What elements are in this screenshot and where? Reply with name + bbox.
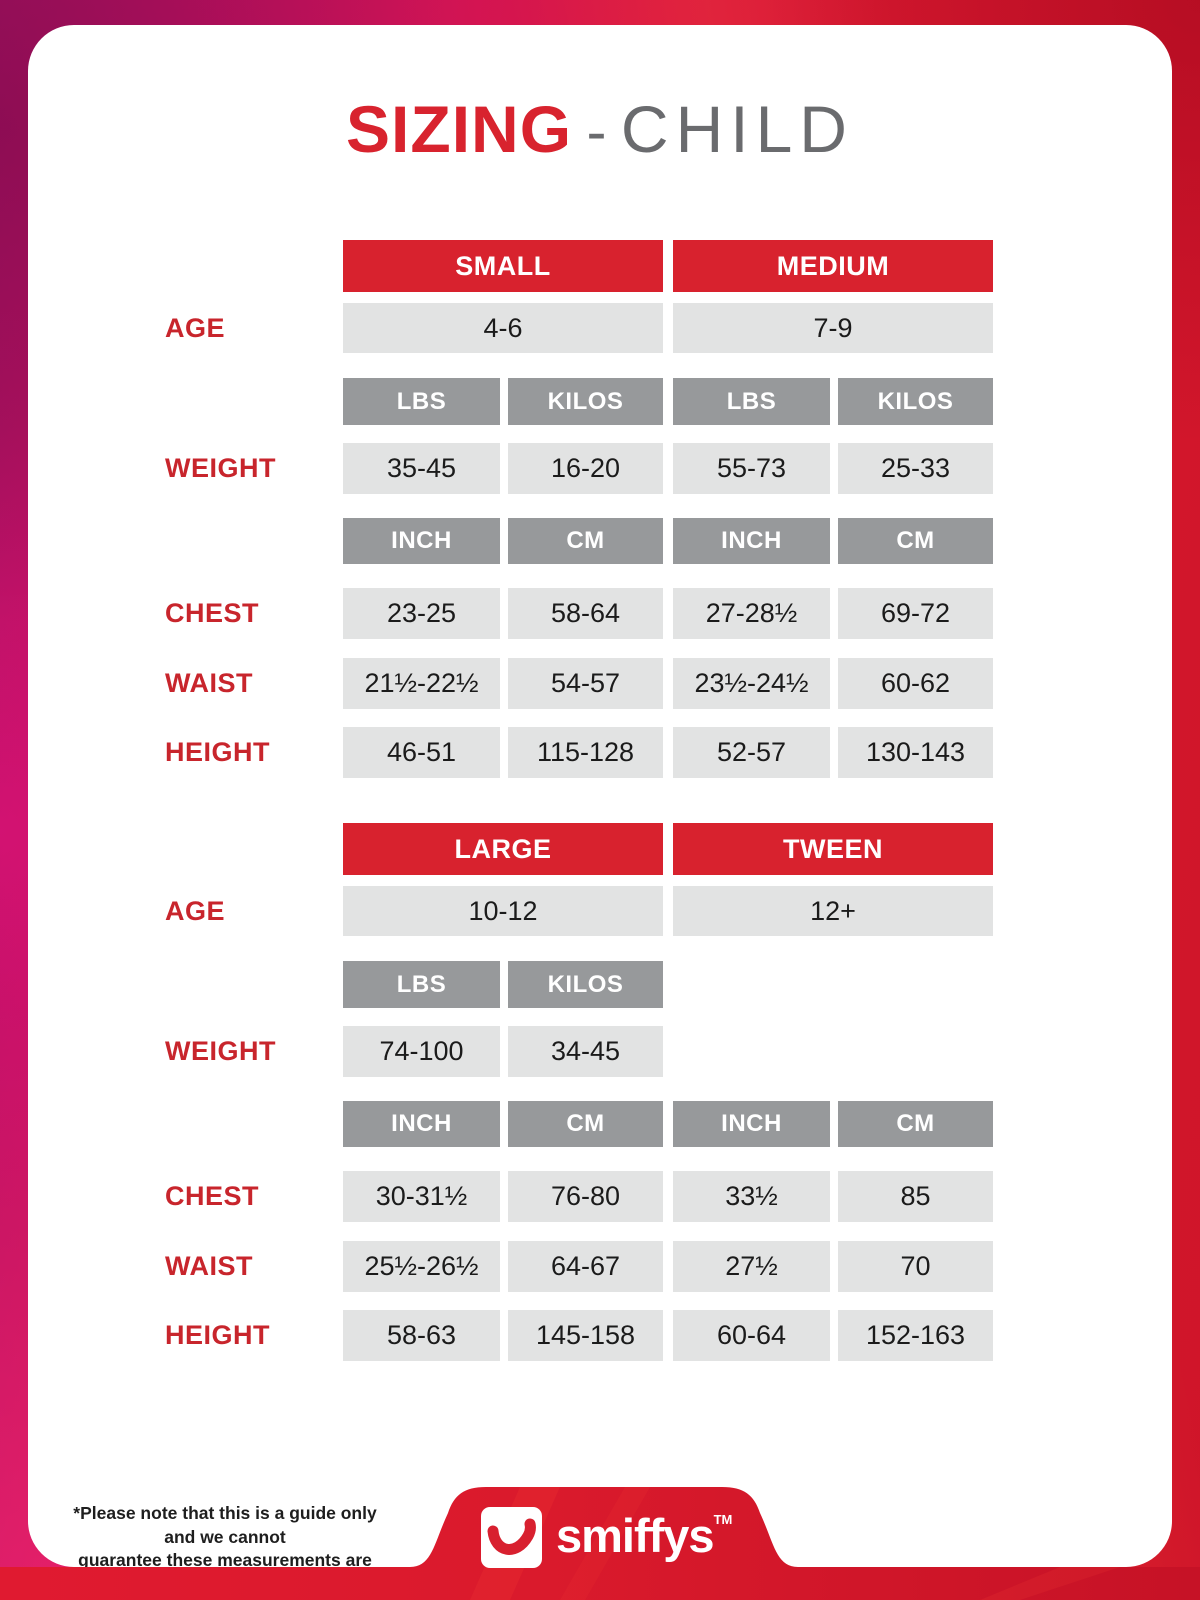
waist-label: WAIST (165, 668, 253, 698)
unit-header-cm: CM (508, 518, 663, 564)
age-cell: 10-12 (343, 886, 663, 936)
unit-header-lbs: LBS (343, 378, 500, 425)
age-cell: 4-6 (343, 303, 663, 353)
height-label: HEIGHT (165, 737, 271, 767)
unit-header-inch: INCH (343, 1101, 500, 1147)
age-label: AGE (165, 312, 226, 343)
unit-header-inch: INCH (673, 518, 830, 564)
unit-header-cm: CM (838, 518, 993, 564)
disclaimer-line1: *Please note that this is a guide only a… (73, 1503, 377, 1547)
size-header-large: LARGE (343, 823, 663, 875)
height-cell: 115-128 (508, 727, 663, 778)
table2-age-row: AGE 10-12 12+ (28, 886, 1172, 936)
chest-cell: 30-31½ (343, 1171, 500, 1222)
height-cell: 46-51 (343, 727, 500, 778)
chest-label: CHEST (165, 598, 260, 628)
table1-age-row: AGE 4-6 7-9 (28, 303, 1172, 353)
chest-cell: 33½ (673, 1171, 830, 1222)
size-header-medium: MEDIUM (673, 240, 993, 292)
height-cell: 130-143 (838, 727, 993, 778)
smile-icon (487, 1518, 536, 1555)
smiffys-wordmark: smiffysTM (556, 1508, 732, 1563)
waist-cell: 21½-22½ (343, 658, 500, 709)
height-label: HEIGHT (165, 1320, 271, 1350)
smiffys-logo-mark (481, 1507, 542, 1568)
unit-header-lbs: LBS (343, 961, 500, 1008)
size-header-tween: TWEEN (673, 823, 993, 875)
height-cell: 145-158 (508, 1310, 663, 1361)
table2-waist-row: WAIST 25½-26½ 64-67 27½ 70 (28, 1241, 1172, 1292)
weight-cell: 74-100 (343, 1026, 500, 1077)
chest-cell: 85 (838, 1171, 993, 1222)
table2-weight-row: WEIGHT 74-100 34-45 (28, 1026, 1172, 1077)
unit-header-cm: CM (508, 1101, 663, 1147)
title-sizing: SIZING (346, 92, 573, 166)
unit-header-inch: INCH (673, 1101, 830, 1147)
table1-dim-units-row: INCH CM INCH CM (28, 518, 1172, 564)
chest-label: CHEST (165, 1181, 260, 1211)
table1-height-row: HEIGHT 46-51 115-128 52-57 130-143 (28, 727, 1172, 778)
unit-header-kilos: KILOS (508, 961, 663, 1008)
brand-text: smiffys (556, 1509, 715, 1562)
table2-chest-row: CHEST 30-31½ 76-80 33½ 85 (28, 1171, 1172, 1222)
weight-cell: 35-45 (343, 443, 500, 494)
page-title: SIZING - CHILD (28, 87, 1172, 171)
waist-label: WAIST (165, 1251, 253, 1281)
waist-cell: 54-57 (508, 658, 663, 709)
weight-cell: 55-73 (673, 443, 830, 494)
waist-cell: 64-67 (508, 1241, 663, 1292)
weight-label: WEIGHT (165, 453, 276, 483)
unit-header-inch: INCH (343, 518, 500, 564)
chest-cell: 69-72 (838, 588, 993, 639)
waist-cell: 23½-24½ (673, 658, 830, 709)
weight-cell: 16-20 (508, 443, 663, 494)
unit-header-cm: CM (838, 1101, 993, 1147)
chest-cell: 23-25 (343, 588, 500, 639)
age-label: AGE (165, 895, 226, 926)
weight-cell: 25-33 (838, 443, 993, 494)
table1-waist-row: WAIST 21½-22½ 54-57 23½-24½ 60-62 (28, 658, 1172, 709)
height-cell: 52-57 (673, 727, 830, 778)
chest-cell: 58-64 (508, 588, 663, 639)
unit-header-kilos: KILOS (508, 378, 663, 425)
height-cell: 58-63 (343, 1310, 500, 1361)
table1-weight-row: WEIGHT 35-45 16-20 55-73 25-33 (28, 443, 1172, 494)
waist-cell: 70 (838, 1241, 993, 1292)
sizing-card: SIZING - CHILD SMALL MEDIUM AGE 4-6 7-9 … (28, 25, 1172, 1594)
height-cell: 152-163 (838, 1310, 993, 1361)
title-separator: - (586, 98, 607, 165)
table1-size-header-row: SMALL MEDIUM (28, 240, 1172, 292)
title-child: CHILD (620, 92, 854, 166)
waist-cell: 60-62 (838, 658, 993, 709)
table2-size-header-row: LARGE TWEEN (28, 823, 1172, 875)
weight-cell: 34-45 (508, 1026, 663, 1077)
unit-header-kilos: KILOS (838, 378, 993, 425)
height-cell: 60-64 (673, 1310, 830, 1361)
table2-dim-units-row: INCH CM INCH CM (28, 1101, 1172, 1147)
chest-cell: 76-80 (508, 1171, 663, 1222)
waist-cell: 27½ (673, 1241, 830, 1292)
unit-header-lbs: LBS (673, 378, 830, 425)
weight-label: WEIGHT (165, 1036, 276, 1066)
age-cell: 7-9 (673, 303, 993, 353)
table1-weight-units-row: LBS KILOS LBS KILOS (28, 378, 1172, 425)
trademark-symbol: TM (713, 1512, 733, 1527)
table1-chest-row: CHEST 23-25 58-64 27-28½ 69-72 (28, 588, 1172, 639)
size-header-small: SMALL (343, 240, 663, 292)
waist-cell: 25½-26½ (343, 1241, 500, 1292)
table2-weight-units-row: LBS KILOS (28, 961, 1172, 1008)
age-cell: 12+ (673, 886, 993, 936)
table2-height-row: HEIGHT 58-63 145-158 60-64 152-163 (28, 1310, 1172, 1361)
chest-cell: 27-28½ (673, 588, 830, 639)
